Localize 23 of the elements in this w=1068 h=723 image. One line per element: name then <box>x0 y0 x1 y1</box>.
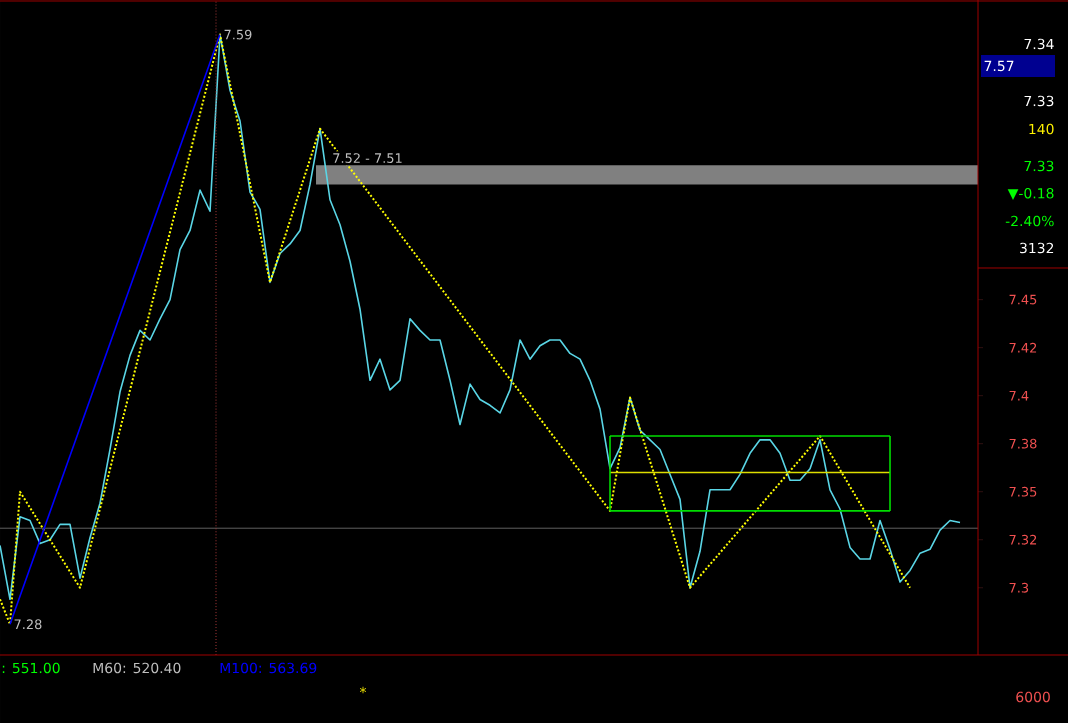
y-tick-label: 7.35 <box>1009 486 1037 497</box>
y-tick-label: 7.32 <box>1009 534 1037 545</box>
text: 7.33 <box>1024 95 1054 107</box>
band-label: 7.52 - 7.51 <box>333 153 402 163</box>
text: M60: 520.40 <box>93 662 181 674</box>
y-tick-label: 7.38 <box>1009 438 1037 449</box>
text: ▼-0.18 <box>1007 187 1054 201</box>
text: 7.34 <box>1024 38 1054 50</box>
text: 7.33 <box>1024 160 1054 172</box>
annotation: 7.59 <box>224 29 252 40</box>
y-tick-label: 7.3 <box>1009 582 1029 593</box>
text: : 551.00 <box>2 662 60 674</box>
y-tick-label: 7.42 <box>1009 342 1037 353</box>
text: 140 <box>1029 123 1054 135</box>
text: 7.57 <box>984 60 1014 72</box>
text: M100: 563.69 <box>220 662 317 674</box>
y-tick-label: 7.45 <box>1009 294 1037 305</box>
text: 3132 <box>1020 242 1054 254</box>
annotation: 7.28 <box>14 619 42 630</box>
text: -2.40% <box>1005 215 1054 227</box>
y-tick-label: 7.4 <box>1009 390 1029 401</box>
text: * <box>359 686 367 694</box>
text: 6000 <box>1016 691 1050 703</box>
